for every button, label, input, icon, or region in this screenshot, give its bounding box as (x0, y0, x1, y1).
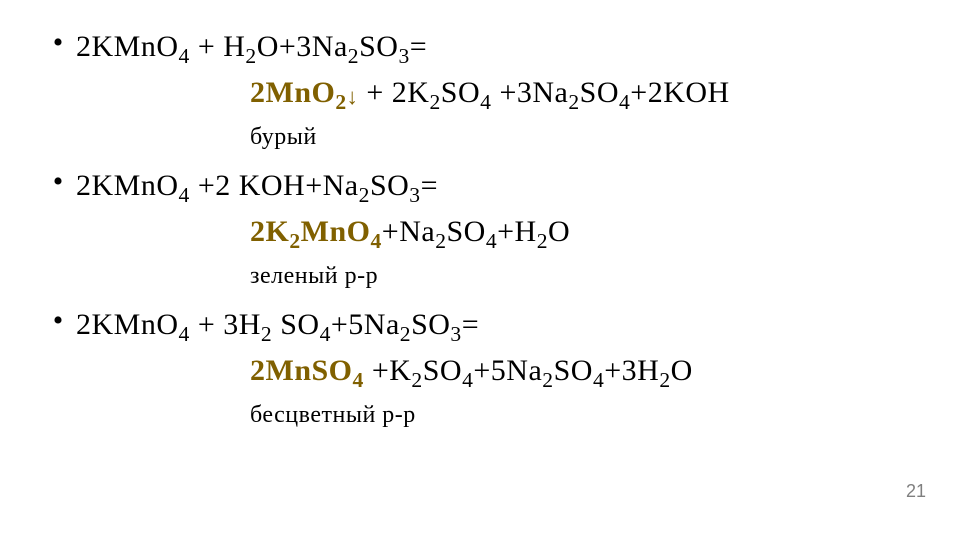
product-highlight-3: 2MnSO4 (250, 354, 364, 387)
equation-line-3a: • 2KMnO4 + 3H2 SO4+5Na2SO3= (40, 308, 920, 342)
reactants-3: 2KMnO4 + 3H2 SO4+5Na2SO3= (76, 308, 479, 342)
note-2: зеленый р-р (40, 263, 920, 290)
bullet-icon: • (40, 28, 76, 58)
equation-block-2: • 2KMnO4 +2 KOH+Na2SO3= 2K2MnO4+Na2SO4+H… (40, 169, 920, 290)
equation-line-1a: • 2KMnO4 + H2O+3Na2SO3= (40, 30, 920, 64)
product-highlight-1: 2MnO2↓ (250, 76, 358, 109)
products-rest-1: + 2K2SO4 +3Na2SO4+2KOH (358, 76, 729, 109)
bullet-icon: • (40, 167, 76, 197)
equation-line-2b: 2K2MnO4+Na2SO4+H2O (40, 215, 920, 249)
bullet-icon: • (40, 306, 76, 336)
equation-block-1: • 2KMnO4 + H2O+3Na2SO3= 2MnO2↓ + 2K2SO4 … (40, 30, 920, 151)
note-3: бесцветный р-р (40, 402, 920, 429)
slide-container: • 2KMnO4 + H2O+3Na2SO3= 2MnO2↓ + 2K2SO4 … (0, 0, 960, 540)
products-rest-2: +Na2SO4+H2O (382, 215, 570, 248)
note-1: бурый (40, 124, 920, 151)
reactants-1: 2KMnO4 + H2O+3Na2SO3= (76, 30, 427, 64)
equation-line-3b: 2MnSO4 +K2SO4+5Na2SO4+3H2O (40, 354, 920, 388)
product-highlight-2: 2K2MnO4 (250, 215, 382, 248)
equation-block-3: • 2KMnO4 + 3H2 SO4+5Na2SO3= 2MnSO4 +K2SO… (40, 308, 920, 429)
reactants-2: 2KMnO4 +2 KOH+Na2SO3= (76, 169, 438, 203)
equation-line-1b: 2MnO2↓ + 2K2SO4 +3Na2SO4+2KOH (40, 76, 920, 110)
equation-line-2a: • 2KMnO4 +2 KOH+Na2SO3= (40, 169, 920, 203)
page-number: 21 (906, 481, 926, 502)
products-rest-3: +K2SO4+5Na2SO4+3H2O (364, 354, 693, 387)
